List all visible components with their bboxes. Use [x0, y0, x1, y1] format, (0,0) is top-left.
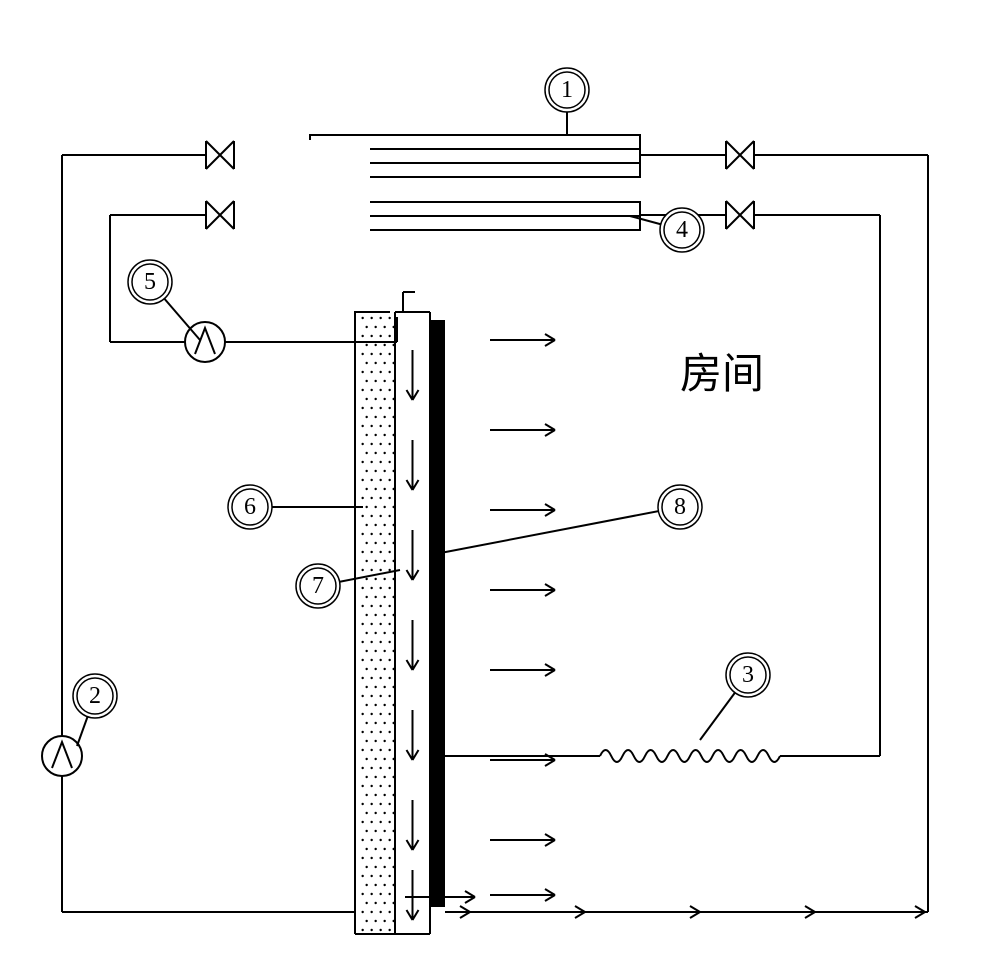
- callout-4: 4: [660, 208, 704, 252]
- room-label: 房间: [680, 340, 764, 401]
- callout-6: 6: [228, 485, 272, 529]
- callout-3: 3: [726, 653, 770, 697]
- callout-5: 5: [128, 260, 172, 304]
- callout-8: 8: [658, 485, 702, 529]
- callout-7: 7: [296, 564, 340, 608]
- callout-2: 2: [73, 674, 117, 718]
- schematic-diagram: [0, 0, 1000, 956]
- callout-1: 1: [545, 68, 589, 112]
